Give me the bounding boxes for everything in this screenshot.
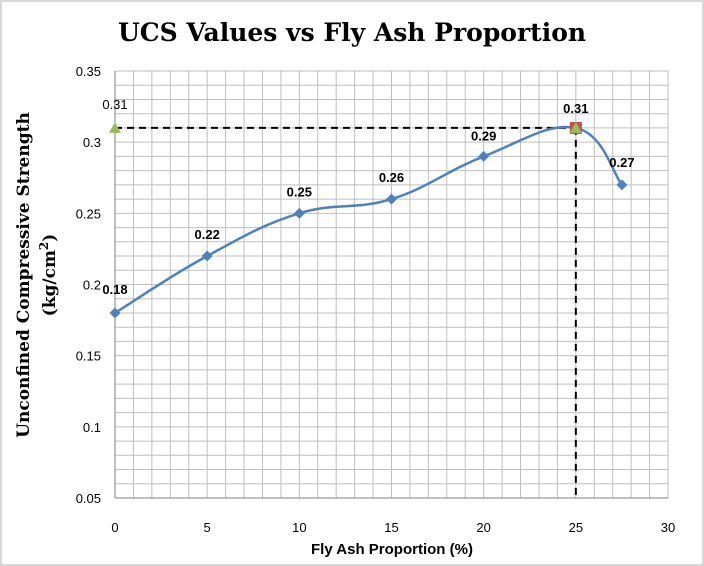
data-point-marker [478,150,490,162]
x-tick-label: 10 [292,520,306,535]
data-point-marker [386,193,397,205]
x-axis-label: Fly Ash Proportion (%) [311,541,473,558]
y-tick-label: 0.3 [83,135,101,150]
y-axis-label-line2: (kg/cm2) [37,234,60,317]
data-label: 0.22 [195,227,220,242]
y-tick-label: 0.1 [83,420,101,435]
y-tick-label: 0.15 [76,349,101,364]
data-point-marker [293,207,305,219]
y-tick-label: 0.05 [76,491,101,506]
x-tick-label: 30 [661,520,675,535]
y-axis-unit-sup: 2 [37,242,51,250]
guide-lines [115,126,577,498]
y-tick-labels: 0.05 0.1 0.15 0.2 0.25 0.3 0.35 [76,64,101,506]
data-label: 0.26 [379,170,404,185]
data-point-marker [616,179,628,191]
x-tick-labels: 0 5 10 15 20 25 30 [111,520,675,535]
data-label: 0.29 [471,128,496,143]
triangle-marker [569,121,582,133]
x-tick-label: 20 [476,520,490,535]
data-label: 0.27 [609,155,634,170]
triangle-marker [109,121,121,133]
y-tick-label: 0.2 [83,278,101,293]
data-label: 0.25 [287,184,312,199]
data-point-marker [109,307,121,319]
y-axis-label-line1: Unconfined Compressive Strength [14,112,34,438]
annotation-label: 0.31 [102,97,127,112]
data-point-marker [201,250,213,262]
y-tick-label: 0.35 [76,64,101,79]
x-tick-label: 25 [569,520,583,535]
axes [114,71,668,499]
x-tick-label: 15 [384,520,398,535]
y-axis-label: Unconfined Compressive Strength (kg/cm2) [14,112,60,438]
x-tick-label: 5 [204,520,211,535]
data-label: 0.31 [563,101,588,116]
x-tick-label: 0 [111,520,118,535]
y-axis-unit-pre: (kg/cm [40,250,60,316]
y-tick-label: 0.25 [76,206,101,221]
y-axis-unit-post: ) [40,234,60,242]
data-label: 0.18 [102,282,127,297]
chart-title: UCS Values vs Fly Ash Proportion [118,18,586,47]
annotation-markers: 0.31 [102,97,582,134]
